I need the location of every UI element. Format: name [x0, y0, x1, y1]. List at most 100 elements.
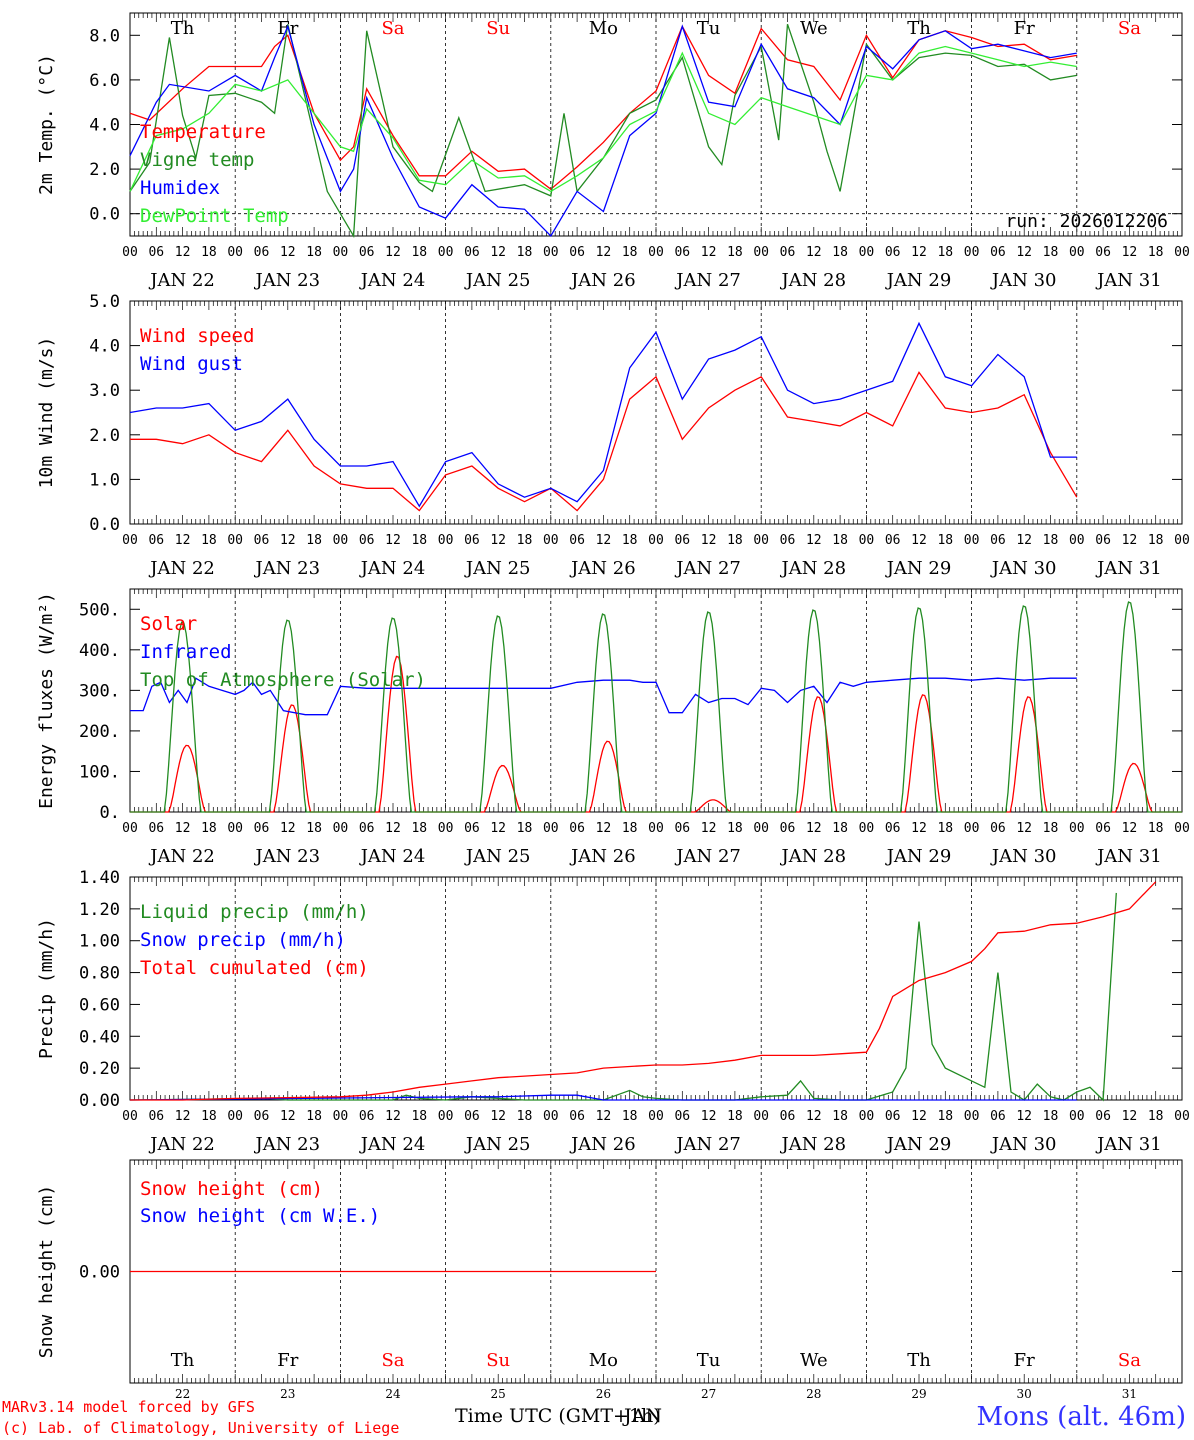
hour-tick-label: 12 [1016, 1109, 1032, 1124]
series-line-total-cumulated-cm- [130, 881, 1157, 1101]
hour-tick-label: 18 [517, 1109, 533, 1124]
hour-tick-label: 00 [227, 245, 243, 260]
hour-tick-label: 00 [122, 245, 138, 260]
hour-tick-label: 06 [990, 1109, 1006, 1124]
weekday-label: Th [171, 18, 195, 39]
hour-tick-label: 06 [990, 821, 1006, 836]
hour-tick-label: 18 [622, 533, 638, 548]
legend-entry: Humidex [140, 177, 220, 199]
hour-tick-label: 18 [411, 533, 427, 548]
hour-tick-label: 06 [359, 1109, 375, 1124]
hour-tick-label: 12 [701, 533, 717, 548]
hour-tick-label: 00 [122, 1109, 138, 1124]
hour-tick-label: 06 [1095, 245, 1111, 260]
hour-tick-label: 06 [780, 533, 796, 548]
date-label: JAN 26 [569, 846, 636, 867]
y-tick-label: 0.20 [79, 1059, 120, 1079]
hour-tick-label: 12 [596, 533, 612, 548]
hour-tick-label: 12 [596, 245, 612, 260]
hour-tick-label: 00 [438, 1109, 454, 1124]
date-label: JAN 22 [148, 846, 215, 867]
hour-tick-label: 18 [1148, 821, 1164, 836]
day-number-label: 24 [385, 1387, 401, 1401]
hour-tick-label: 00 [1069, 1109, 1085, 1124]
hour-tick-label: 18 [832, 245, 848, 260]
hour-tick-label: 06 [780, 245, 796, 260]
series-line-infrared [130, 677, 1077, 716]
hour-tick-label: 18 [1148, 533, 1164, 548]
hour-tick-label: 00 [648, 1109, 664, 1124]
hour-tick-label: 12 [596, 1109, 612, 1124]
hour-tick-label: 06 [674, 245, 690, 260]
y-tick-label: 1.0 [89, 470, 120, 490]
date-label: JAN 22 [148, 1134, 215, 1155]
hour-tick-label: 00 [753, 533, 769, 548]
series-line-dewpoint-temp [129, 45, 1077, 193]
series-line-top-of-atmosphere-solar- [130, 601, 1182, 813]
date-label: JAN 27 [674, 1134, 741, 1155]
hour-tick-label: 18 [306, 1109, 322, 1124]
date-label: JAN 28 [780, 558, 847, 579]
series-line-snow-precip-mm-h- [129, 1094, 1077, 1101]
hour-tick-label: 00 [859, 821, 875, 836]
weekday-label: We [800, 1350, 828, 1371]
weekday-label: Th [171, 1350, 195, 1371]
hour-tick-label: 06 [569, 533, 585, 548]
hour-tick-label: 00 [122, 533, 138, 548]
date-label: JAN 26 [569, 270, 636, 291]
hour-tick-label: 00 [227, 821, 243, 836]
hour-tick-label: 12 [280, 245, 296, 260]
hour-tick-label: 12 [1016, 821, 1032, 836]
hour-tick-label: 18 [201, 821, 217, 836]
y-tick-label: 0.40 [79, 1027, 120, 1047]
hour-tick-label: 00 [1174, 821, 1190, 836]
hour-tick-label: 12 [1016, 533, 1032, 548]
day-number-label: 26 [596, 1387, 611, 1401]
hour-tick-label: 12 [490, 533, 506, 548]
hour-tick-label: 18 [517, 821, 533, 836]
hour-tick-label: 12 [1122, 1109, 1138, 1124]
hour-tick-label: 12 [175, 1109, 191, 1124]
hour-tick-label: 00 [859, 1109, 875, 1124]
day-number-label: 25 [491, 1387, 506, 1401]
hour-tick-label: 12 [1122, 245, 1138, 260]
legend-entry: Infrared [140, 641, 232, 663]
y-tick-label: 2.0 [89, 160, 120, 180]
hour-tick-label: 06 [885, 821, 901, 836]
hour-tick-label: 00 [964, 1109, 980, 1124]
y-tick-label: 0.0 [89, 515, 120, 535]
date-label: JAN 29 [885, 270, 952, 291]
hour-tick-label: 00 [543, 245, 559, 260]
weekday-label: We [800, 18, 828, 39]
legend-entry: Solar [140, 613, 197, 635]
time-axis-label-text: Time UTC (GMT+1h) [455, 1405, 661, 1427]
hour-tick-label: 12 [385, 821, 401, 836]
hour-tick-label: 00 [859, 245, 875, 260]
hour-tick-label: 12 [911, 245, 927, 260]
y-tick-label: 6.0 [89, 71, 120, 91]
hour-tick-label: 00 [543, 533, 559, 548]
hour-tick-label: 18 [517, 533, 533, 548]
weekday-label: Su [486, 1350, 510, 1371]
date-label: JAN 31 [1095, 270, 1162, 291]
legend-entry: Total cumulated (cm) [140, 957, 369, 979]
y-axis-label: 10m Wind (m/s) [36, 337, 57, 489]
date-label: JAN 25 [464, 270, 531, 291]
legend-entry: Vigne temp [140, 149, 254, 171]
hour-tick-label: 12 [1122, 821, 1138, 836]
hour-tick-label: 06 [359, 533, 375, 548]
credit-line-2: (c) Lab. of Climatology, University of L… [2, 1419, 400, 1437]
run-annotation: run: 2026012206 [1005, 211, 1168, 232]
hour-tick-label: 12 [280, 1109, 296, 1124]
legend-entry: Temperature [140, 121, 266, 143]
hour-tick-label: 06 [885, 1109, 901, 1124]
hour-tick-label: 06 [569, 1109, 585, 1124]
hour-tick-label: 00 [543, 821, 559, 836]
hour-tick-label: 00 [122, 821, 138, 836]
hour-tick-label: 00 [333, 821, 349, 836]
weekday-label: Su [486, 18, 510, 39]
y-tick-label: 0.00 [79, 1091, 120, 1111]
legend-entry: DewPoint Temp [140, 205, 289, 227]
y-axis-label: 2m Temp. (°C) [36, 54, 57, 195]
panel-temperature: 0.0 2.0 4.0 6.0 8.0 2m Temp. (°C) 00 06 12 18 JAN … [36, 12, 1190, 291]
